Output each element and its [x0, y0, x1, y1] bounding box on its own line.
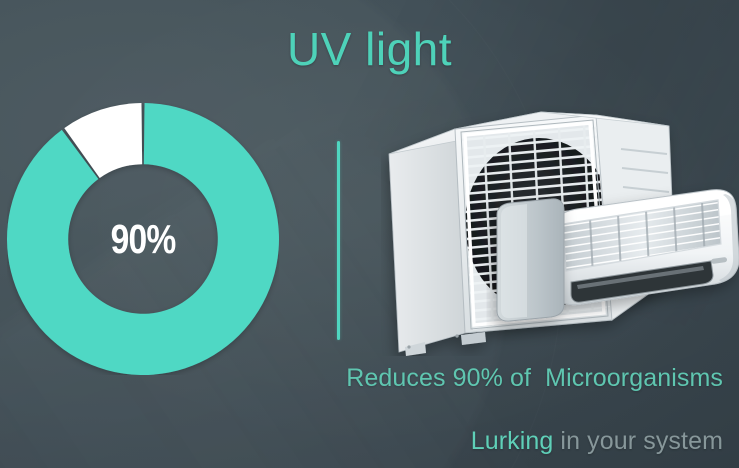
- donut-segment-major: [7, 103, 279, 375]
- indoor-unit-discharge-highlight: [577, 266, 704, 289]
- indoor-unit-end-cap: [719, 194, 739, 282]
- front-middle-panel: [496, 198, 565, 322]
- condenser-side-panel: [388, 128, 466, 353]
- air-conditioner-illustration: [381, 104, 739, 356]
- condenser-grille-bezel: [463, 121, 606, 327]
- vertical-divider: [337, 141, 340, 340]
- donut-segment-remainder: [64, 103, 143, 178]
- condenser-screw-2: [455, 334, 459, 338]
- page-title: UV light: [286, 23, 453, 75]
- condenser-foot-right: [461, 332, 486, 345]
- indoor-unit-indicator: [711, 257, 728, 264]
- caption-line-2: Lurking in your system: [0, 398, 723, 468]
- caption-line-1: Reduces 90% of Microorganisms: [346, 364, 723, 392]
- donut-chart: 90%: [7, 103, 279, 375]
- donut-chart-svg: [7, 103, 279, 375]
- air-conditioner-svg: [388, 111, 739, 356]
- condenser-right-body-top: [540, 111, 670, 127]
- condenser-screw-1: [407, 345, 411, 349]
- caption-line-2-rest: in your system: [553, 427, 723, 455]
- condenser-foot-left: [405, 342, 426, 356]
- caption-line-2-highlight: Lurking: [470, 427, 554, 455]
- indoor-split-unit: [550, 189, 739, 306]
- indoor-unit-vent-outline: [562, 199, 722, 272]
- middle-panel-highlight: [501, 204, 527, 319]
- condenser-grille-bezel-outline: [460, 119, 609, 330]
